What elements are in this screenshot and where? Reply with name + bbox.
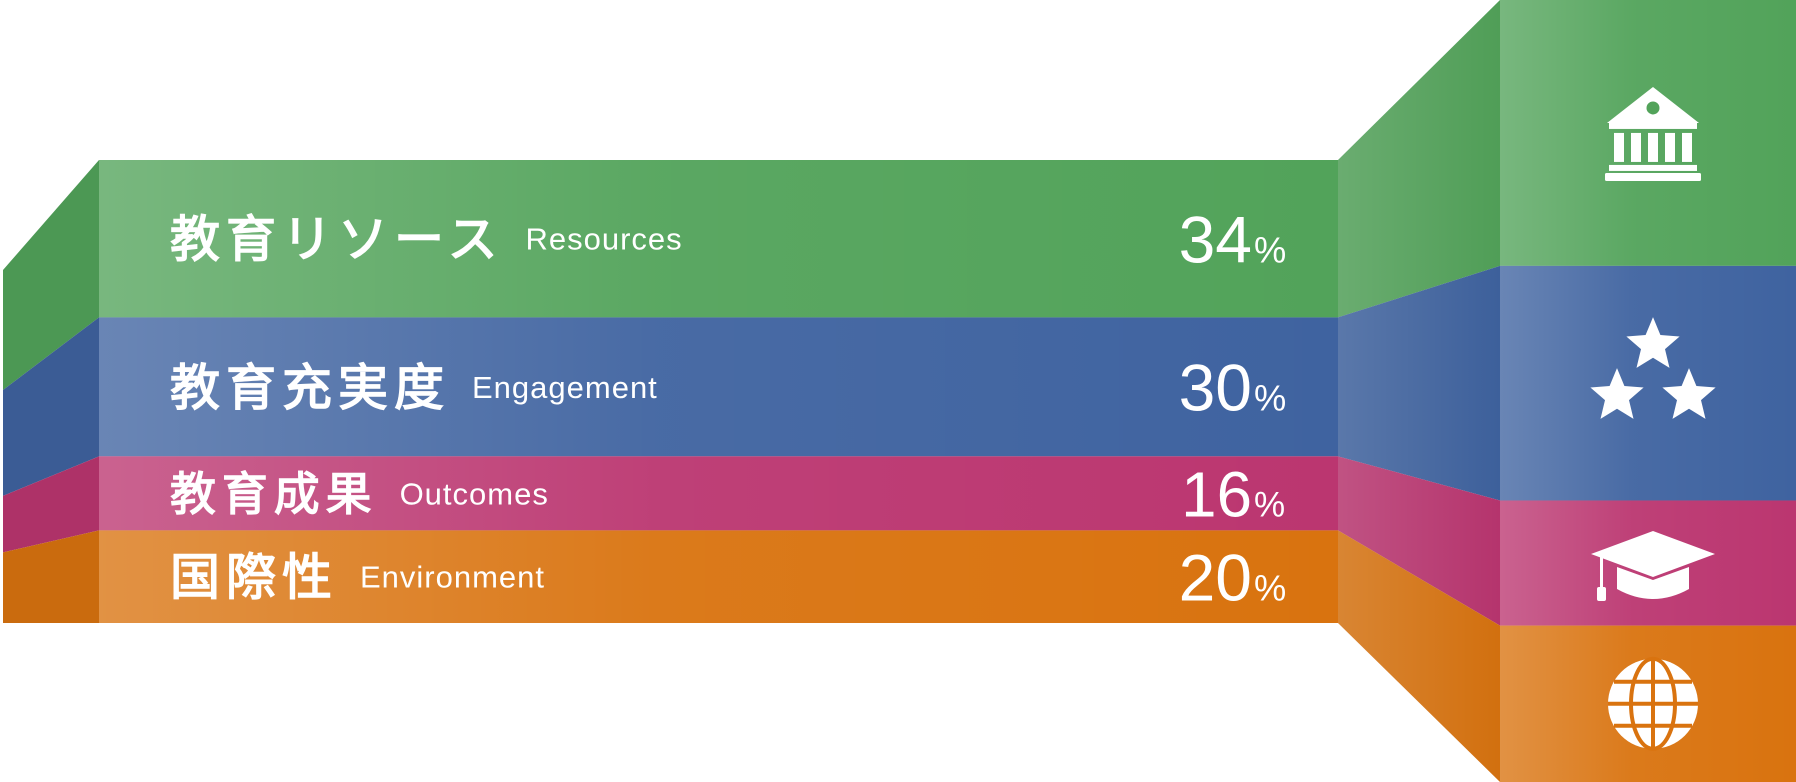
- category-en-environment: Environment: [360, 560, 545, 595]
- unit-environment: %: [1254, 567, 1286, 608]
- unit-resources: %: [1254, 229, 1286, 270]
- bands-layer: [3, 0, 1796, 782]
- left-fold-engagement: [3, 317, 99, 496]
- category-ja-resources: 教育リソース: [170, 211, 504, 269]
- category-ja-engagement: 教育充実度: [170, 359, 450, 417]
- globe-icon: [1608, 656, 1698, 751]
- band-sheen-resources: [99, 160, 1338, 318]
- band-sheen-environment: [99, 530, 1338, 623]
- left-fold-resources: [3, 160, 99, 391]
- left-fold-environment: [3, 530, 99, 623]
- band-sheen-engagement: [99, 317, 1338, 457]
- band-sheen-outcomes: [99, 456, 1338, 531]
- right-fold-sheen-resources: [1338, 0, 1500, 318]
- value-outcomes: 16: [1181, 459, 1252, 530]
- right-fold-sheen-engagement: [1338, 265, 1500, 501]
- labels-layer: 教育リソース Resources 34 % 教育充実度 Engagement 30 % 教育成果…: [170, 202, 1286, 614]
- right-fold-sheen-outcomes: [1338, 456, 1500, 626]
- right-fold-sheen-environment: [1338, 530, 1500, 782]
- icons-layer: [1590, 86, 1716, 751]
- category-en-engagement: Engagement: [472, 370, 658, 405]
- value-engagement: 30: [1179, 351, 1252, 425]
- category-ja-outcomes: 教育成果: [170, 467, 378, 521]
- value-resources: 34: [1179, 202, 1252, 276]
- left-fold-outcomes: [3, 456, 99, 553]
- three-stars-icon: [1590, 317, 1716, 419]
- graduation-cap-icon: [1591, 531, 1715, 602]
- value-environment: 20: [1179, 540, 1252, 614]
- category-en-outcomes: Outcomes: [400, 476, 549, 511]
- category-ja-environment: 国際性: [170, 549, 338, 607]
- unit-engagement: %: [1254, 378, 1286, 419]
- unit-outcomes: %: [1254, 485, 1285, 524]
- institution-icon: [1605, 86, 1701, 181]
- icon-panel-sheen-engagement: [1500, 265, 1796, 501]
- category-en-resources: Resources: [526, 222, 683, 257]
